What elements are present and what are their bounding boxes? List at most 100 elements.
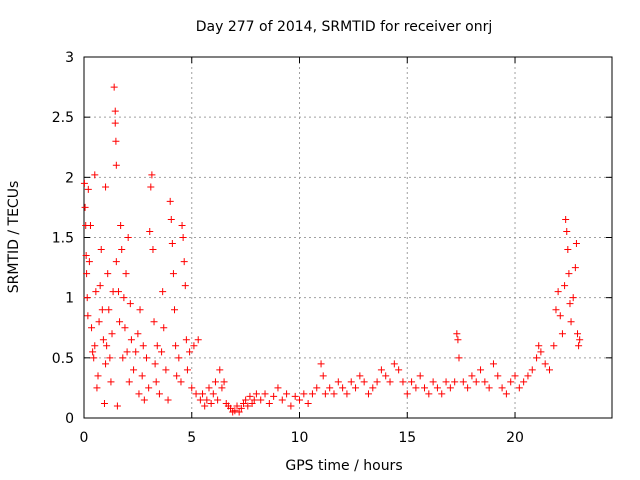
data-point	[100, 400, 108, 408]
data-point	[528, 366, 536, 374]
data-point	[233, 402, 241, 410]
y-axis-label: SRMTID / TECUs	[6, 181, 22, 294]
data-point	[167, 215, 175, 223]
data-point	[159, 288, 167, 296]
data-point	[270, 392, 278, 400]
x-tick-label: 5	[187, 430, 196, 446]
data-point	[438, 390, 446, 398]
data-point	[112, 258, 120, 266]
data-point	[86, 221, 94, 229]
data-point	[119, 354, 127, 362]
data-point	[287, 402, 295, 410]
data-point	[567, 318, 575, 326]
data-point	[180, 258, 188, 266]
data-point	[429, 378, 437, 386]
data-point	[106, 354, 114, 362]
data-point	[511, 372, 519, 380]
data-point	[162, 366, 170, 374]
data-point	[85, 258, 93, 266]
data-point	[88, 324, 96, 332]
data-point	[91, 342, 99, 350]
data-point	[352, 384, 360, 392]
data-point	[196, 396, 204, 404]
data-point	[334, 378, 342, 386]
data-point	[160, 324, 168, 332]
data-point	[121, 324, 129, 332]
data-point	[151, 360, 159, 368]
y-axis: 0 0.5 1 1.5 2 2.5 3	[52, 50, 612, 427]
y-tick-label: 0.5	[52, 351, 74, 367]
data-point	[533, 354, 541, 362]
data-point	[246, 392, 254, 400]
grid	[84, 57, 612, 418]
data-point	[155, 390, 163, 398]
data-point	[558, 330, 566, 338]
data-point	[319, 372, 327, 380]
data-point	[96, 282, 104, 290]
data-point	[220, 378, 228, 386]
data-point	[132, 348, 140, 356]
data-point	[171, 306, 179, 314]
data-point	[84, 185, 92, 193]
data-point	[102, 183, 110, 191]
data-point	[563, 227, 571, 235]
data-point	[92, 288, 100, 296]
data-point	[227, 404, 235, 412]
data-point	[515, 384, 523, 392]
data-point	[98, 306, 106, 314]
data-point	[164, 396, 172, 404]
x-axis: 0 5 10 15 20	[80, 57, 524, 446]
data-point	[209, 390, 217, 398]
data-point	[459, 378, 467, 386]
data-point	[83, 270, 91, 278]
data-point	[107, 378, 115, 386]
data-point	[408, 378, 416, 386]
data-point	[118, 246, 126, 254]
data-point	[572, 240, 580, 248]
y-tick-label: 1.5	[52, 231, 74, 247]
data-point	[574, 330, 582, 338]
data-point	[139, 342, 147, 350]
data-point	[278, 396, 286, 404]
data-point	[181, 282, 189, 290]
data-points	[80, 83, 584, 416]
x-tick-label: 20	[506, 430, 524, 446]
data-point	[454, 336, 462, 344]
y-tick-label: 2	[65, 170, 74, 186]
data-point	[142, 354, 150, 362]
data-point	[360, 378, 368, 386]
data-point	[112, 161, 120, 169]
data-point	[451, 378, 459, 386]
data-point	[239, 400, 247, 408]
data-point	[537, 348, 545, 356]
data-point	[317, 360, 325, 368]
data-point	[364, 390, 372, 398]
data-point	[186, 348, 194, 356]
x-tick-label: 15	[398, 430, 416, 446]
data-point	[110, 83, 118, 91]
data-point	[455, 354, 463, 362]
data-point	[248, 400, 256, 408]
y-tick-label: 2.5	[52, 110, 74, 126]
data-point	[552, 306, 560, 314]
data-point	[95, 318, 103, 326]
data-point	[91, 171, 99, 179]
data-point	[218, 384, 226, 392]
data-point	[304, 400, 312, 408]
data-point	[571, 264, 579, 272]
data-point	[564, 246, 572, 254]
data-point	[104, 270, 112, 278]
data-point	[541, 360, 549, 368]
data-point	[94, 372, 102, 380]
data-point	[231, 407, 239, 415]
data-point	[265, 400, 273, 408]
data-point	[561, 282, 569, 290]
data-point	[201, 402, 209, 410]
data-point	[153, 342, 161, 350]
data-point	[103, 342, 111, 350]
data-point	[412, 384, 420, 392]
data-point	[147, 183, 155, 191]
data-point	[123, 348, 131, 356]
data-point	[347, 378, 355, 386]
data-point	[102, 360, 110, 368]
